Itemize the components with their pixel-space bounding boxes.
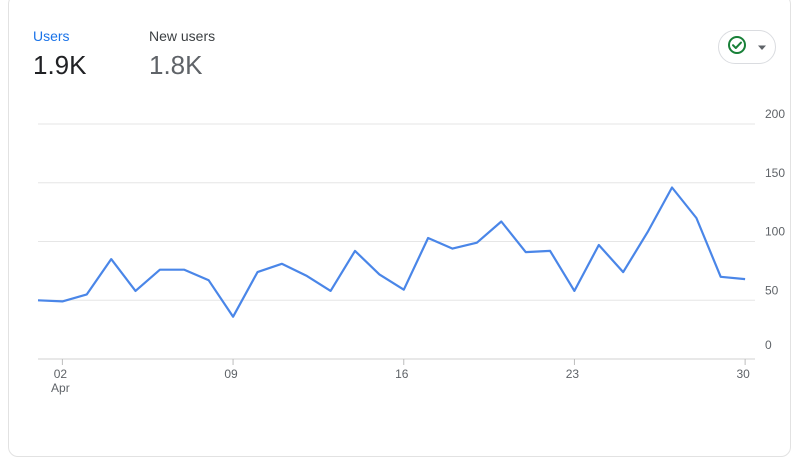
y-tick-label: 50	[765, 283, 779, 297]
metric-tab-users[interactable]: Users 1.9K	[33, 28, 87, 81]
y-tick-label: 100	[765, 225, 785, 239]
x-tick-label: 02	[54, 367, 68, 381]
users-chart-card	[8, 0, 791, 457]
check-circle-icon	[727, 35, 747, 60]
series-line-users	[37, 186, 746, 318]
caret-down-icon	[757, 38, 767, 56]
y-tick-label: 0	[765, 338, 772, 352]
x-tick-label: 30	[736, 367, 750, 381]
metric-label: New users	[149, 28, 216, 44]
x-tick-label: 23	[566, 367, 580, 381]
x-tick-label: 09	[224, 367, 238, 381]
metric-value: 1.8K	[149, 50, 203, 80]
y-tick-label: 150	[765, 166, 785, 180]
metric-value: 1.9K	[33, 50, 87, 80]
metric-tab-new-users[interactable]: New users 1.8K	[149, 28, 215, 81]
compare-dropdown-button[interactable]	[718, 30, 776, 64]
y-tick-label: 200	[765, 107, 785, 121]
x-tick-sublabel: Apr	[51, 381, 70, 395]
metric-label: Users	[33, 28, 70, 44]
x-tick-label: 16	[395, 367, 409, 381]
